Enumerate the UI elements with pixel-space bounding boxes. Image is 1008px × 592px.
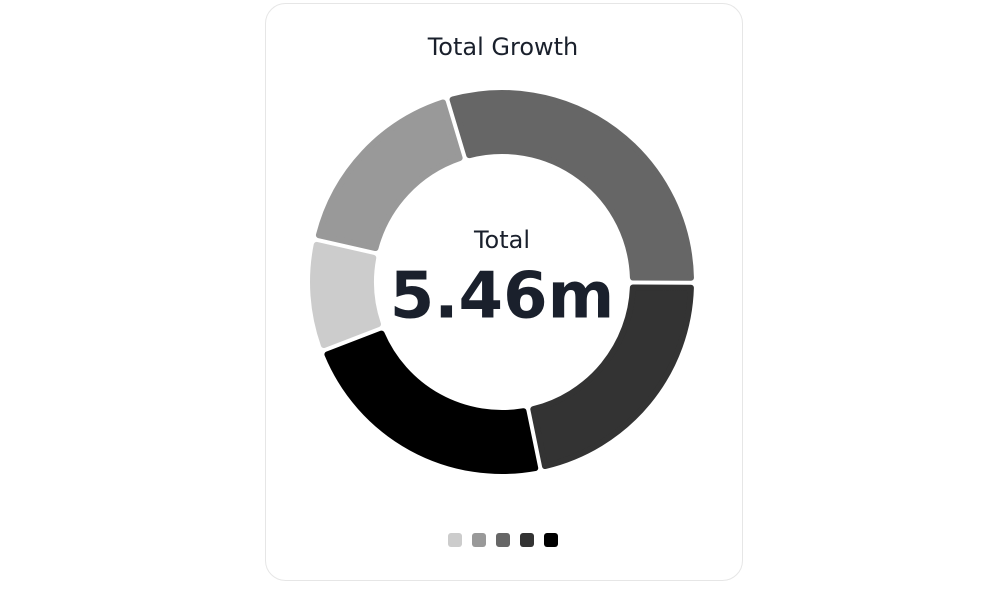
donut-segment: [315, 99, 463, 252]
donut-segment: [310, 241, 381, 349]
center-value: 5.46m: [390, 260, 615, 334]
chart-title: Total Growth: [427, 33, 579, 61]
legend-swatch: [496, 533, 510, 547]
legend-swatch: [472, 533, 486, 547]
donut-segment: [324, 330, 539, 474]
legend-swatch: [544, 533, 558, 547]
donut-segment: [530, 284, 694, 470]
legend-swatch: [448, 533, 462, 547]
center-label: Total: [473, 226, 530, 254]
donut-segment: [449, 90, 694, 281]
legend-swatch: [520, 533, 534, 547]
